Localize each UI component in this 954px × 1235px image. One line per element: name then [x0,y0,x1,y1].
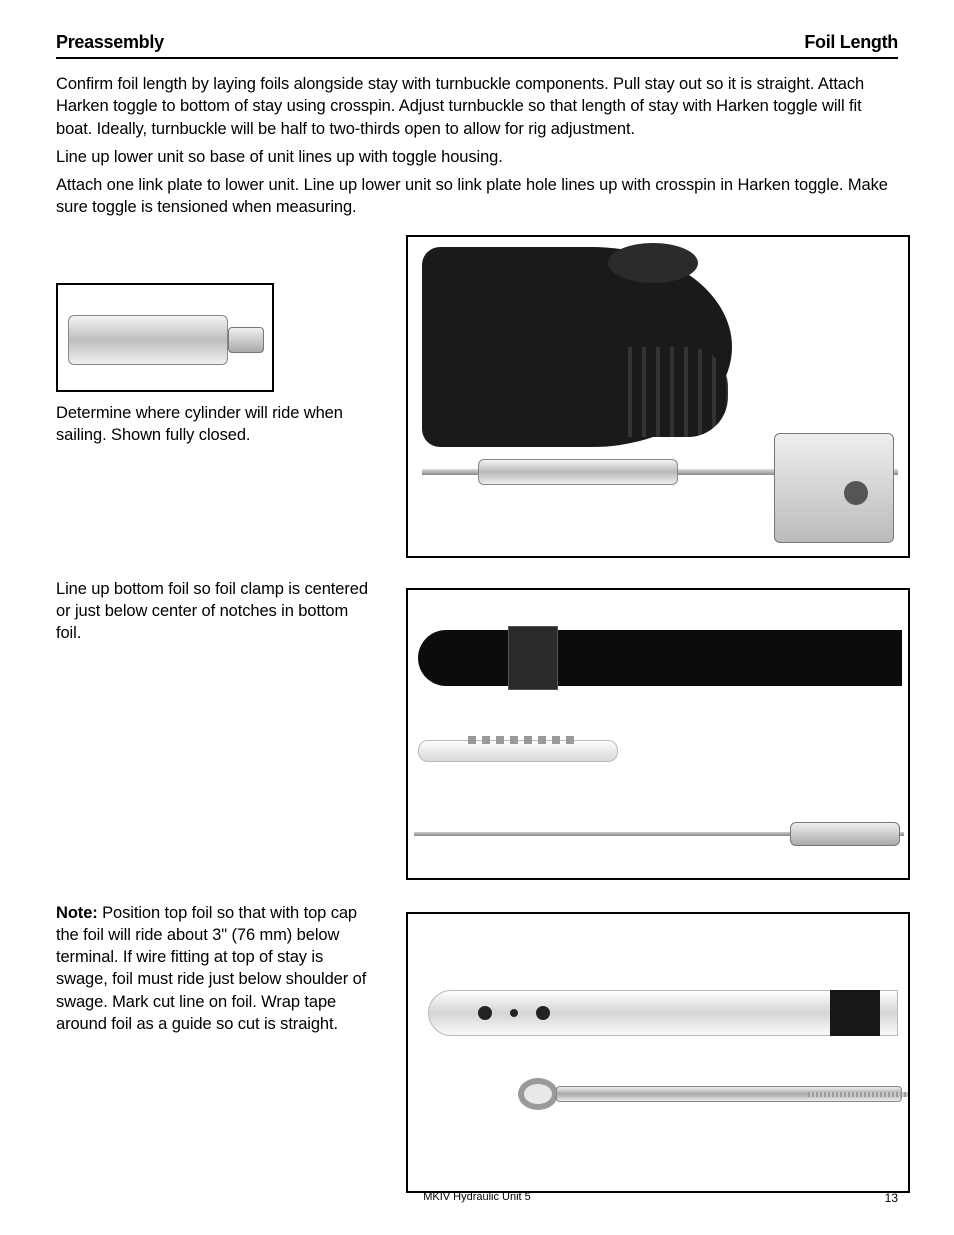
header-right-title: Foil Length [804,32,898,53]
row-cylinder: Determine where cylinder will ride when … [56,225,898,558]
drum-vents-shape [618,347,728,437]
row3-right-col [406,902,910,1193]
header-left-title: Preassembly [56,32,164,53]
top-foil-mark-shape [830,990,880,1036]
row2-left-col: Line up bottom foil so foil clamp is cen… [56,578,376,645]
row3-left-col: Note: Position top foil so that with top… [56,902,376,1036]
foil-notches-shape [468,736,578,744]
caption-top-foil-note: Note: Position top foil so that with top… [56,902,376,1036]
top-foil-dots [478,1006,550,1020]
row1-right-col [406,225,910,558]
figure-top-foil [406,912,910,1193]
dot-icon [478,1006,492,1020]
row-top-foil: Note: Position top foil so that with top… [56,902,898,1193]
foil-black-shape [418,630,902,686]
row-bottom-foil: Line up bottom foil so foil clamp is cen… [56,578,898,880]
toggle-hole-shape [844,481,868,505]
note-body: Position top foil so that with top cap t… [56,904,366,1033]
intro-paragraph-2: Line up lower unit so base of unit lines… [56,146,898,168]
note-label: Note: [56,904,98,922]
footer-center-text: MKIV Hydraulic Unit 5 [56,1191,898,1203]
figure-cylinder-closed [56,283,274,392]
header-rule [56,57,898,59]
dot-icon [536,1006,550,1020]
intro-paragraph-1: Confirm foil length by laying foils alon… [56,73,898,140]
figure-bottom-foil [406,588,910,880]
caption-bottom-foil: Line up bottom foil so foil clamp is cen… [56,578,376,645]
dot-icon [510,1009,518,1017]
wire-fitting-shape [790,822,900,846]
cylinder-tip-shape [228,327,264,353]
row1-left-col: Determine where cylinder will ride when … [56,225,376,447]
drum-cap-shape [608,243,698,283]
swage-eye-shape [518,1078,558,1110]
foil-clamp-shape [508,626,558,690]
page-footer: MKIV Hydraulic Unit 5 13 [56,1191,898,1205]
swage-wire-shape [808,1092,908,1097]
toggle-block-shape [774,433,894,543]
row2-right-col [406,578,910,880]
turnbuckle-body-shape [478,459,678,485]
caption-cylinder: Determine where cylinder will ride when … [56,402,376,447]
cylinder-body-shape [68,315,228,365]
figure-lower-unit [406,235,910,558]
intro-paragraph-3: Attach one link plate to lower unit. Lin… [56,174,898,219]
page-header: Preassembly Foil Length [56,32,898,57]
